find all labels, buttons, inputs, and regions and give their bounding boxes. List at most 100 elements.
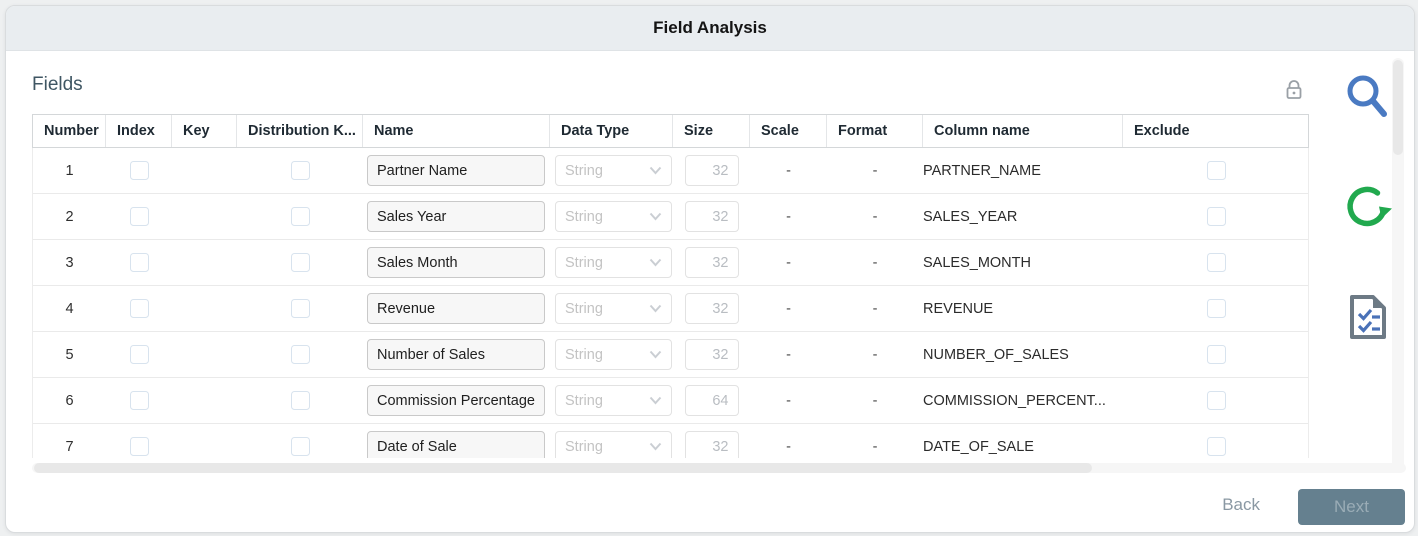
data-type-select: String [555, 385, 672, 416]
key-cell [172, 424, 237, 458]
scale-value: - [786, 300, 791, 317]
key-cell [172, 378, 237, 423]
back-button[interactable]: Back [1222, 495, 1260, 514]
data-type-value: String [565, 254, 603, 271]
distribution-key-checkbox[interactable] [290, 207, 310, 226]
column-header-1: Index [106, 115, 172, 147]
scale-value: - [786, 208, 791, 225]
format-value: - [872, 438, 878, 455]
checklist-document-icon[interactable] [1346, 293, 1388, 344]
column-header-8: Format [827, 115, 923, 147]
size-input: 32 [684, 431, 739, 458]
distribution-key-checkbox[interactable] [290, 437, 310, 456]
field-name-input[interactable] [367, 201, 545, 232]
column-header-3: Distribution K... [237, 115, 363, 147]
table-row: 5 String 32 - - NUMBER_OF_SALES [33, 332, 1308, 378]
exclude-checkbox[interactable] [1206, 299, 1226, 318]
field-name-input[interactable] [367, 339, 545, 370]
exclude-checkbox[interactable] [1206, 391, 1226, 410]
scale-value: - [786, 254, 791, 271]
format-value: - [872, 346, 878, 363]
distribution-key-checkbox[interactable] [290, 391, 310, 410]
chevron-down-icon [649, 166, 662, 175]
row-number: 6 [65, 392, 74, 409]
scale-value: - [786, 162, 791, 179]
column-header-2: Key [172, 115, 237, 147]
column-header-0: Number [33, 115, 106, 147]
size-input: 32 [684, 339, 739, 370]
chevron-down-icon [649, 258, 662, 267]
column-header-9: Column name [923, 115, 1123, 147]
exclude-checkbox[interactable] [1206, 437, 1226, 456]
exclude-checkbox[interactable] [1206, 161, 1226, 180]
index-checkbox[interactable] [129, 161, 149, 180]
format-value: - [872, 162, 878, 179]
field-name-input[interactable] [367, 431, 545, 458]
format-value: - [872, 254, 878, 271]
vertical-scrollbar-thumb[interactable] [1393, 60, 1403, 155]
column-name-value: DATE_OF_SALE [923, 438, 1034, 455]
dialog-title: Field Analysis [653, 18, 767, 37]
fields-section-title: Fields [32, 74, 83, 95]
scale-value: - [786, 392, 791, 409]
refresh-icon[interactable] [1343, 183, 1393, 238]
scale-value: - [786, 346, 791, 363]
row-number: 7 [65, 438, 74, 455]
data-type-value: String [565, 346, 603, 363]
key-cell [172, 148, 237, 193]
index-checkbox[interactable] [129, 299, 149, 318]
column-header-7: Scale [750, 115, 827, 147]
row-number: 5 [65, 346, 74, 363]
size-input: 32 [684, 293, 739, 324]
lock-icon[interactable] [1284, 78, 1304, 102]
chevron-down-icon [649, 212, 662, 221]
index-checkbox[interactable] [129, 345, 149, 364]
column-name-value: SALES_YEAR [923, 208, 1018, 225]
horizontal-scrollbar[interactable] [32, 463, 1406, 473]
index-checkbox[interactable] [129, 253, 149, 272]
table-row: 1 String 32 - - PARTNER_NAME [33, 148, 1308, 194]
distribution-key-checkbox[interactable] [290, 299, 310, 318]
format-value: - [872, 300, 878, 317]
index-checkbox[interactable] [129, 391, 149, 410]
fields-table: Number Index Key Distribution K... Name Data … [32, 114, 1309, 458]
table-row: 2 String 32 - - SALES_YEAR [33, 194, 1308, 240]
vertical-scrollbar[interactable] [1392, 58, 1404, 470]
search-icon[interactable] [1344, 72, 1390, 127]
exclude-checkbox[interactable] [1206, 253, 1226, 272]
field-name-input[interactable] [367, 385, 545, 416]
data-type-value: String [565, 392, 603, 409]
dialog-header: Field Analysis [6, 6, 1414, 51]
data-type-select: String [555, 339, 672, 370]
key-cell [172, 240, 237, 285]
column-header-6: Size [673, 115, 750, 147]
index-checkbox[interactable] [129, 207, 149, 226]
field-name-input[interactable] [367, 247, 545, 278]
data-type-select: String [555, 201, 672, 232]
field-name-input[interactable] [367, 293, 545, 324]
chevron-down-icon [649, 304, 662, 313]
exclude-checkbox[interactable] [1206, 345, 1226, 364]
size-input: 64 [684, 385, 739, 416]
row-number: 4 [65, 300, 74, 317]
table-row: 6 String 64 - - COMMISSION_PERCENT... [33, 378, 1308, 424]
horizontal-scrollbar-thumb[interactable] [34, 463, 1092, 473]
size-input: 32 [684, 201, 739, 232]
exclude-checkbox[interactable] [1206, 207, 1226, 226]
table-row: 4 String 32 - - REVENUE [33, 286, 1308, 332]
next-button[interactable]: Next [1298, 489, 1405, 525]
distribution-key-checkbox[interactable] [290, 253, 310, 272]
column-name-value: NUMBER_OF_SALES [923, 346, 1069, 363]
distribution-key-checkbox[interactable] [290, 345, 310, 364]
chevron-down-icon [649, 350, 662, 359]
column-name-value: COMMISSION_PERCENT... [923, 392, 1106, 409]
data-type-select: String [555, 431, 672, 458]
index-checkbox[interactable] [129, 437, 149, 456]
field-name-input[interactable] [367, 155, 545, 186]
table-body: 1 String 32 - - PARTNER_NAME 2 String 32… [32, 148, 1309, 458]
scale-value: - [786, 438, 791, 455]
column-header-4: Name [363, 115, 550, 147]
key-cell [172, 194, 237, 239]
distribution-key-checkbox[interactable] [290, 161, 310, 180]
format-value: - [872, 208, 878, 225]
